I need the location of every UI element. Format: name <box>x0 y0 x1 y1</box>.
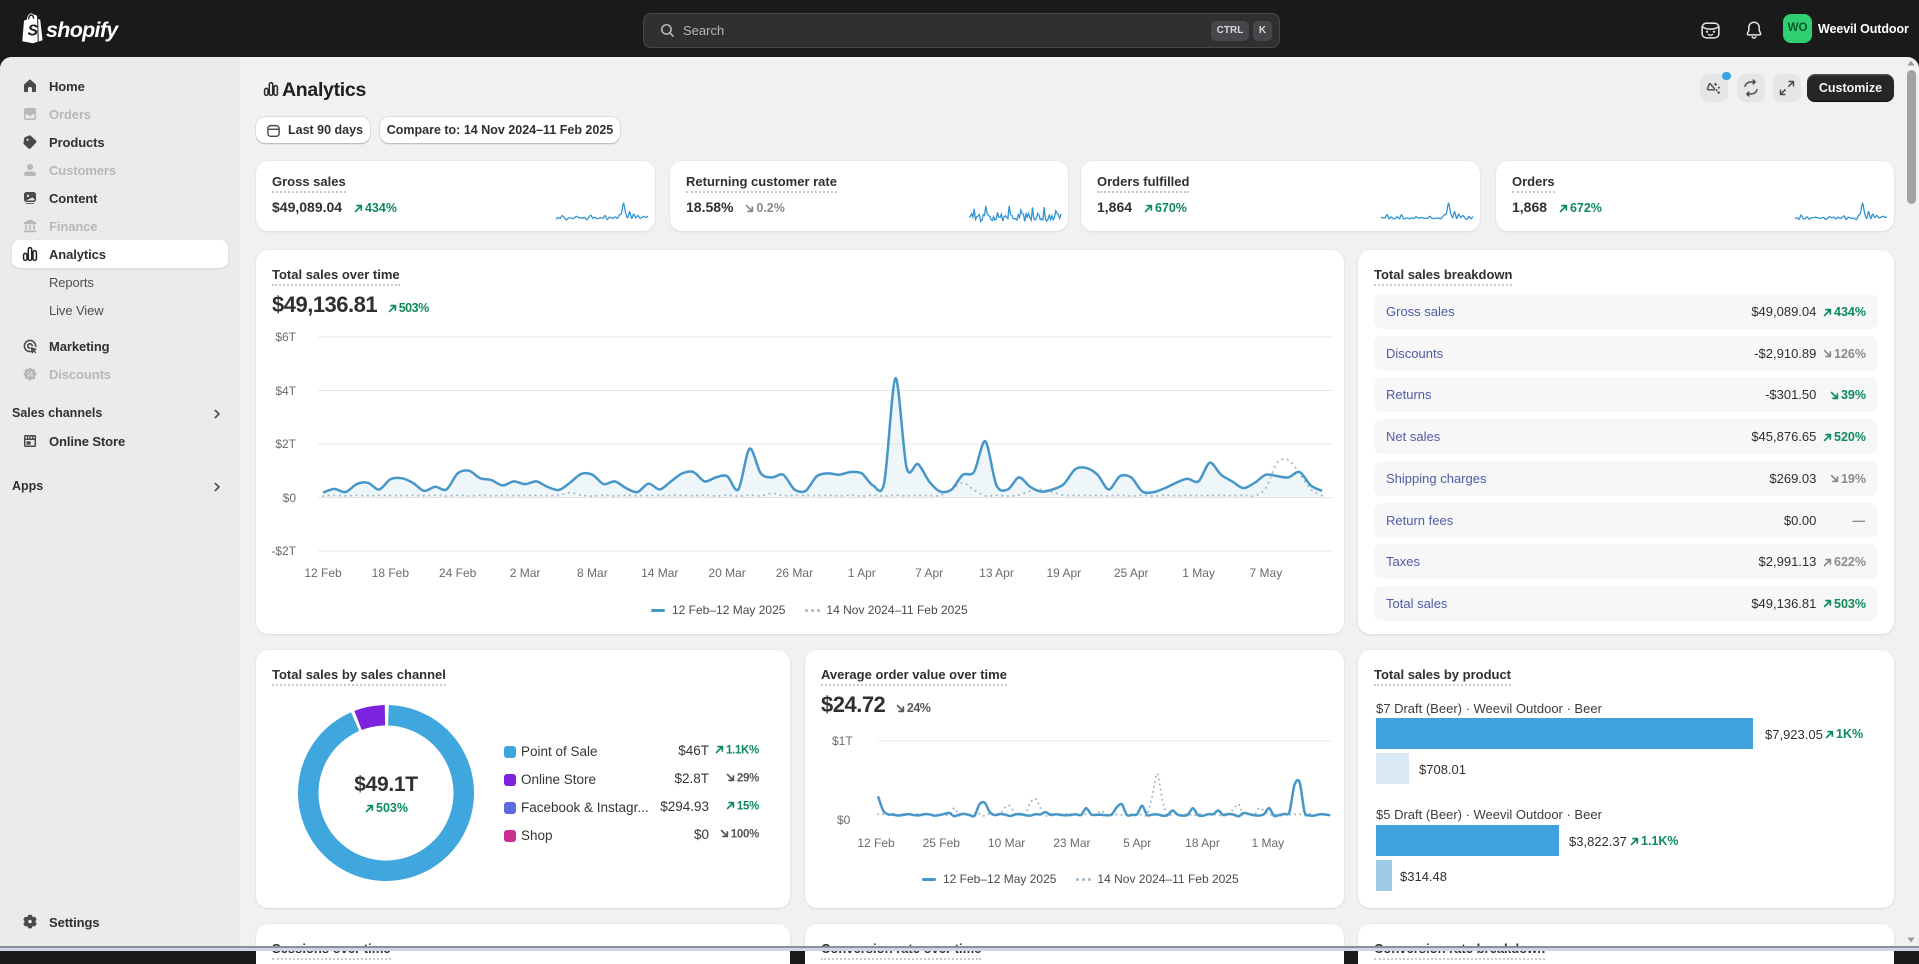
svg-text:S: S <box>28 23 39 40</box>
svg-text:shopify: shopify <box>46 18 119 42</box>
